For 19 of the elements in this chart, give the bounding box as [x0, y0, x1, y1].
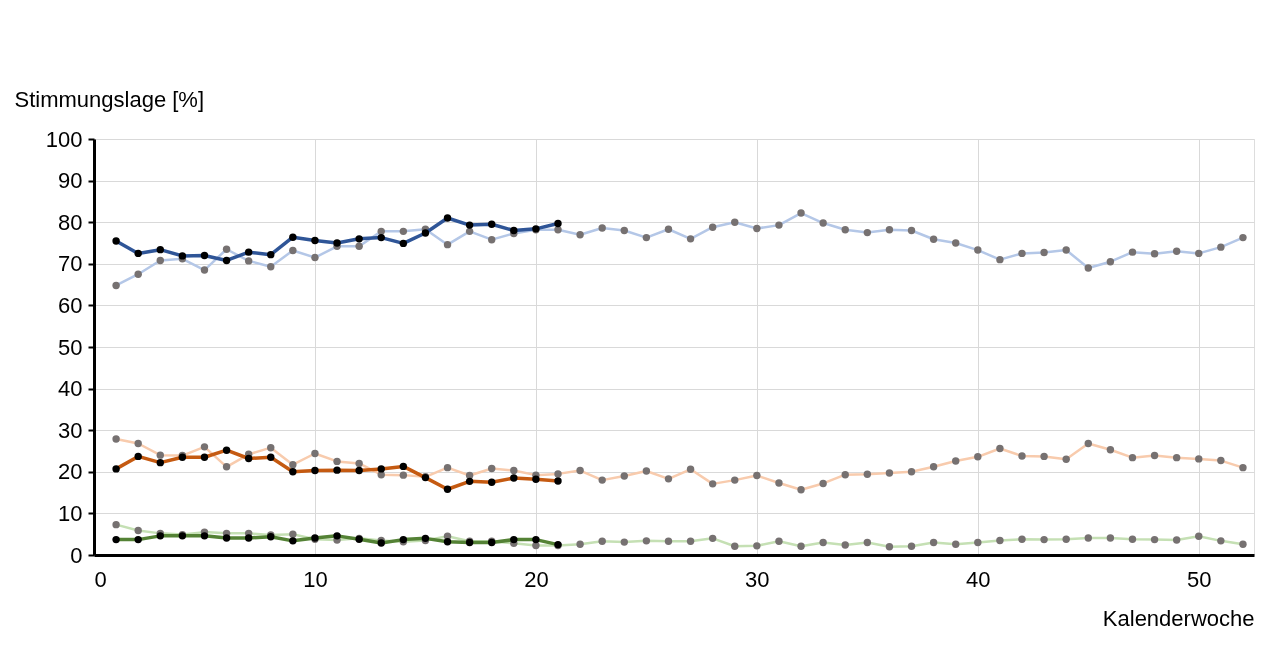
y-tick-label: 90 — [58, 168, 83, 194]
y-tick-label: 20 — [58, 459, 83, 485]
y-tick-label: 0 — [70, 542, 83, 568]
x-tick-label: 0 — [94, 566, 107, 592]
y-tick-label: 60 — [58, 292, 83, 318]
y-tick-label: 30 — [58, 417, 83, 443]
y-tick-label: 80 — [58, 209, 83, 235]
x-tick-label: 50 — [1187, 566, 1212, 592]
x-tick-label: 20 — [524, 566, 549, 592]
y-tick-label: 70 — [58, 251, 83, 277]
y-tick-label: 50 — [58, 334, 83, 360]
y-tick-label: 40 — [58, 376, 83, 402]
y-tick-label: 100 — [45, 126, 83, 152]
x-tick-label: 10 — [303, 566, 328, 592]
y-axis-title: Stimmungslage [%] — [14, 86, 205, 112]
x-tick-label: 30 — [745, 566, 770, 592]
x-tick-label: 40 — [966, 566, 991, 592]
y-tick-label: 10 — [58, 500, 83, 526]
x-axis-title: Kalenderwoche — [1102, 605, 1255, 631]
